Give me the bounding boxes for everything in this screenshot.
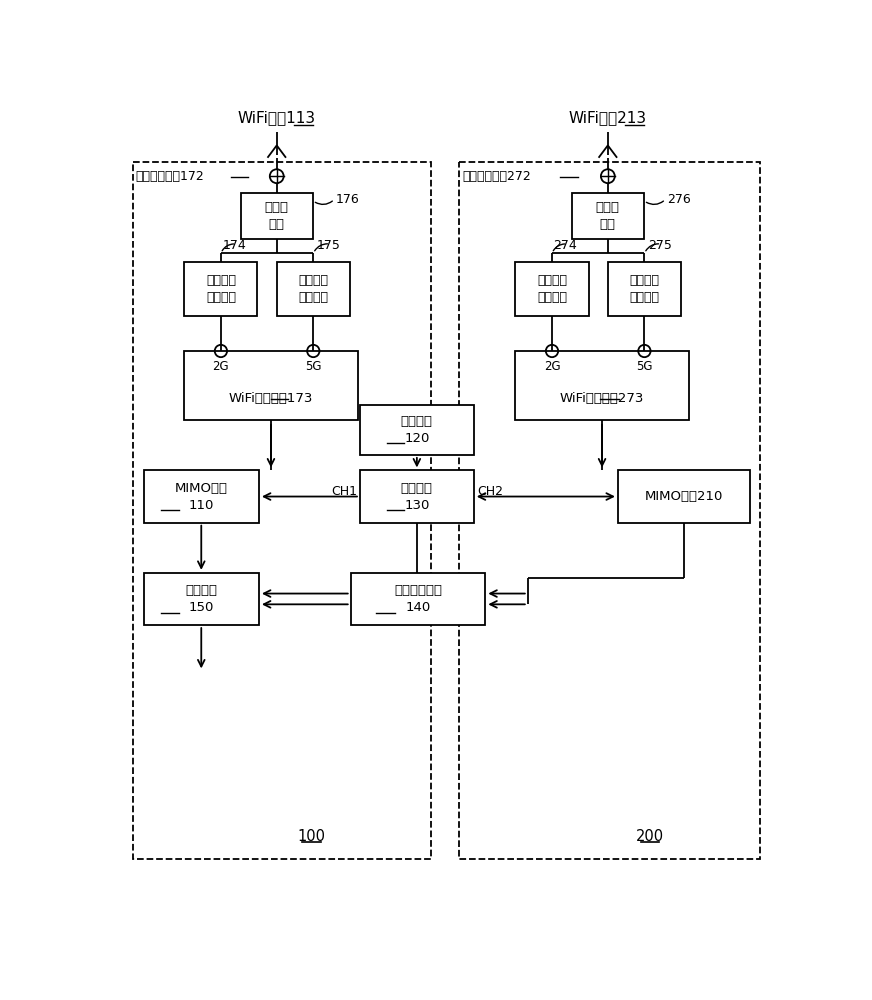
Text: 175: 175	[317, 239, 341, 252]
Text: 274: 274	[554, 239, 577, 252]
Text: 275: 275	[648, 239, 672, 252]
Text: CH2: CH2	[477, 485, 503, 498]
Text: WiFi天线213: WiFi天线213	[569, 110, 647, 125]
Bar	[144, 470, 259, 523]
Text: 查询模块
120: 查询模块 120	[401, 415, 433, 445]
Text: 100: 100	[297, 829, 325, 844]
Text: 2G: 2G	[213, 360, 229, 373]
Bar	[351, 573, 486, 625]
Text: WiFi射频模块273: WiFi射频模块273	[560, 392, 644, 405]
Text: 第一射频
前端模块: 第一射频 前端模块	[206, 274, 236, 304]
Text: 2G: 2G	[544, 360, 561, 373]
Bar	[460, 162, 760, 859]
Text: 天线连接端口172: 天线连接端口172	[136, 170, 205, 183]
Bar	[572, 193, 644, 239]
Bar	[184, 262, 257, 316]
Text: 5G: 5G	[305, 360, 322, 373]
Text: 176: 176	[336, 193, 360, 206]
Text: WiFi射频模块173: WiFi射频模块173	[228, 392, 313, 405]
Text: MIMO模块210: MIMO模块210	[645, 490, 723, 503]
Text: WiFi天线113: WiFi天线113	[238, 110, 316, 125]
Text: 合成模块
150: 合成模块 150	[185, 584, 217, 614]
Text: 第一双
工器: 第一双 工器	[596, 201, 620, 231]
Text: 第一射频
前端模块: 第一射频 前端模块	[537, 274, 567, 304]
Bar	[515, 262, 589, 316]
Bar	[133, 162, 431, 859]
Text: 200: 200	[636, 829, 664, 844]
Text: CH1: CH1	[330, 485, 357, 498]
Bar	[184, 351, 358, 420]
Text: 第二射频
前端模块: 第二射频 前端模块	[298, 274, 328, 304]
Bar	[618, 470, 750, 523]
Text: 5G: 5G	[637, 360, 652, 373]
Text: 174: 174	[222, 239, 246, 252]
Text: 第一双
工器: 第一双 工器	[265, 201, 289, 231]
Bar	[360, 470, 473, 523]
Bar	[360, 405, 473, 455]
Bar	[608, 262, 681, 316]
Bar	[276, 262, 350, 316]
Bar	[515, 351, 689, 420]
Bar	[241, 193, 313, 239]
Text: 天线连接端口272: 天线连接端口272	[462, 170, 531, 183]
Text: 数据传输模块
140: 数据传输模块 140	[394, 584, 442, 614]
Text: 调度模块
130: 调度模块 130	[401, 482, 433, 512]
Text: 第二射频
前端模块: 第二射频 前端模块	[630, 274, 659, 304]
Text: MIMO模块
110: MIMO模块 110	[174, 482, 228, 512]
Bar	[144, 573, 259, 625]
Text: 276: 276	[667, 193, 691, 206]
